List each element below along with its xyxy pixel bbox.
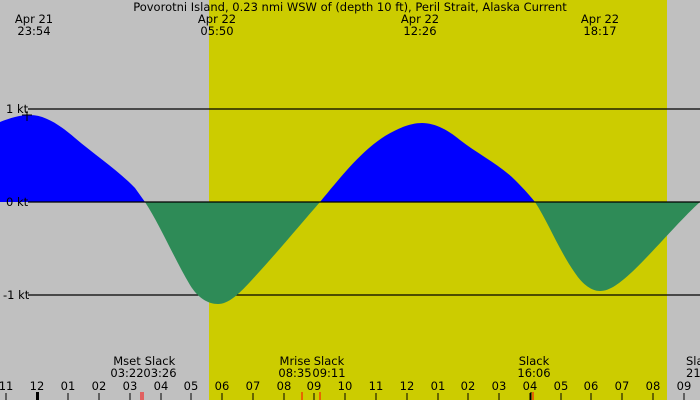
hour-label: 01 <box>61 379 76 393</box>
ebb-area-1 <box>145 202 320 304</box>
event-name: Mrise <box>280 354 311 368</box>
event-time: 21 <box>686 366 700 380</box>
top-label-date: Apr 22 <box>581 12 619 26</box>
event-name: Slack <box>519 354 550 368</box>
top-label-time: 12:26 <box>403 24 436 38</box>
hour-label: 10 <box>338 379 353 393</box>
event-time: 16:06 <box>517 366 550 380</box>
event-time: 03:26 <box>143 366 176 380</box>
event-name: Slack <box>145 354 176 368</box>
event-time: 08:35 <box>278 366 311 380</box>
hour-label: 03 <box>123 379 138 393</box>
hour-label: 11 <box>0 379 13 393</box>
hour-label: 09 <box>307 379 322 393</box>
y-label: 1 kt <box>6 102 29 116</box>
hour-label: 06 <box>584 379 599 393</box>
flood-area-2 <box>320 123 535 202</box>
hour-label: 02 <box>461 379 476 393</box>
hour-label: 08 <box>277 379 292 393</box>
hour-label: 02 <box>92 379 107 393</box>
hour-label: 12 <box>400 379 415 393</box>
top-label-time: 05:50 <box>200 24 233 38</box>
y-label: -1 kt <box>3 288 30 302</box>
top-labels: Apr 21 23:54 Apr 22 05:50 Apr 22 12:26 A… <box>15 12 619 38</box>
event-ticks <box>140 392 534 400</box>
top-label-time: 23:54 <box>17 24 50 38</box>
event-time: 03:22 <box>110 366 143 380</box>
chart-title: Povorotni Island, 0.23 nmi WSW of (depth… <box>133 0 567 14</box>
hour-label: 07 <box>615 379 630 393</box>
top-label-date: Apr 22 <box>198 12 236 26</box>
hour-label: 03 <box>492 379 507 393</box>
hour-label: 12 <box>30 379 45 393</box>
ebb-area-2 <box>535 202 700 291</box>
hour-label: 09 <box>677 379 692 393</box>
x-axis-ticks <box>5 393 685 400</box>
event-name: Sla <box>686 354 700 368</box>
hour-label: 04 <box>523 379 538 393</box>
event-name: Slack <box>314 354 345 368</box>
top-label-time: 18:17 <box>583 24 616 38</box>
event-name: Mset <box>113 354 141 368</box>
hour-label: 01 <box>431 379 446 393</box>
hour-label: 06 <box>215 379 230 393</box>
event-labels: Mset 03:22 Slack 03:26 Mrise 08:35 Slack… <box>110 354 700 380</box>
midnight-tick <box>36 392 39 400</box>
hour-label: 08 <box>646 379 661 393</box>
hour-label: 05 <box>554 379 569 393</box>
y-axis: 1 kt 0 kt -1 kt <box>3 102 30 302</box>
hour-label: 04 <box>154 379 169 393</box>
hour-label: 07 <box>246 379 261 393</box>
x-axis-hours: 11 12 01 02 03 04 05 06 07 08 09 10 11 1… <box>0 379 691 393</box>
flood-area-1 <box>0 115 145 202</box>
event-time: 09:11 <box>312 366 345 380</box>
top-label-date: Apr 21 <box>15 12 53 26</box>
hour-label: 11 <box>369 379 384 393</box>
y-label: 0 kt <box>6 195 29 209</box>
top-label-date: Apr 22 <box>401 12 439 26</box>
hour-label: 05 <box>184 379 199 393</box>
